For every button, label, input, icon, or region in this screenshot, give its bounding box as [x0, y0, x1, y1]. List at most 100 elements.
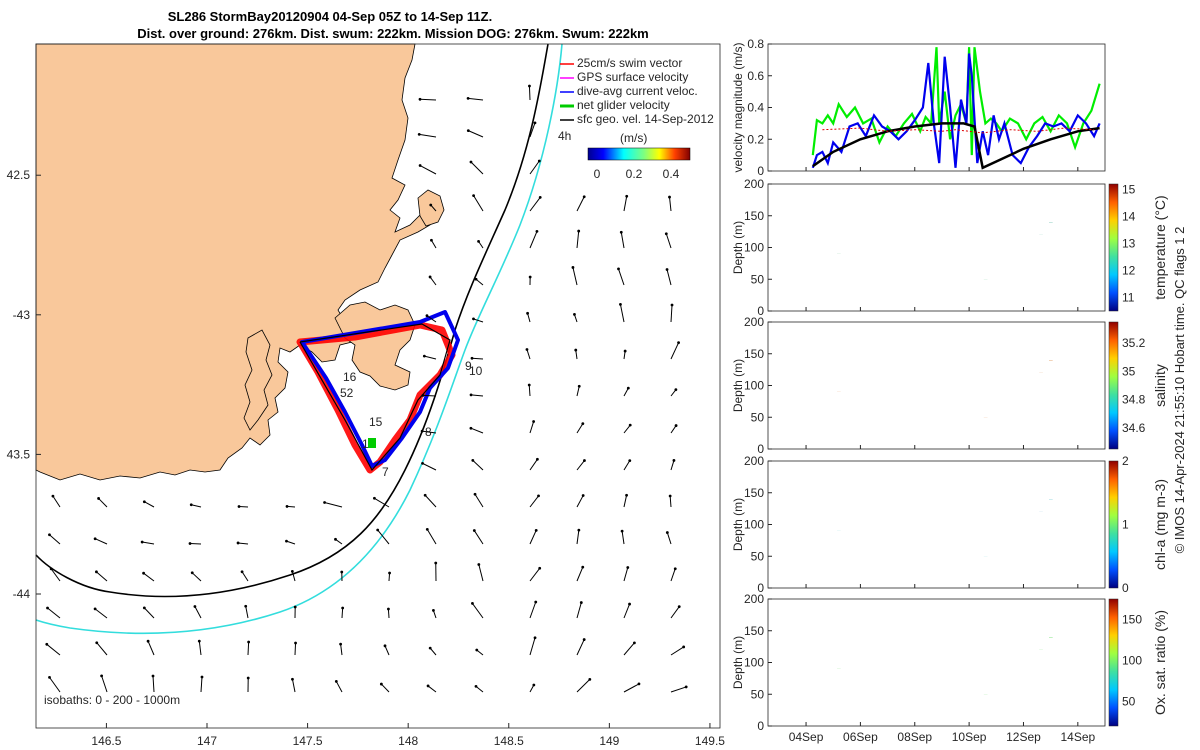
map-colorbar-title: (m/s) [620, 131, 647, 145]
velocity-vector [472, 603, 484, 619]
velocity-vector-head [142, 571, 145, 575]
tasman-peninsula [334, 301, 416, 391]
velocity-vector-head [51, 494, 55, 498]
velocity-vector-head [334, 680, 338, 683]
velocity-vector [670, 342, 680, 360]
map-x-tick-label: 147 [197, 734, 217, 748]
velocity-vector-head [626, 566, 630, 569]
velocity-vector [94, 608, 108, 619]
isobath-1000 [35, 43, 563, 635]
velocity-vector-head [664, 232, 668, 236]
velocity-vector-head [434, 561, 438, 565]
velocity-vector [191, 504, 202, 508]
map-y-tick-label: 42.5 [7, 168, 31, 182]
velocity-vector [430, 239, 437, 249]
velocity-vector-head [200, 675, 204, 679]
velocity-vector-head [49, 567, 53, 571]
velocity-vector [200, 676, 203, 693]
velocity-vector-head [379, 682, 383, 686]
colorbar-tick-label: 34.6 [1122, 421, 1146, 435]
velocity-vector [529, 567, 541, 582]
y-tick-label: 0 [757, 304, 764, 318]
velocity-vector-head [623, 349, 627, 353]
velocity-vector-head [574, 348, 578, 352]
velocity-vector-head [151, 674, 155, 678]
velocity-vector [527, 313, 531, 323]
velocity-vector-head [334, 537, 337, 541]
velocity-vector [623, 642, 635, 656]
colorbar-tick-label: 0 [1122, 581, 1129, 595]
track-label: 52 [340, 386, 354, 400]
velocity-vector [665, 233, 672, 249]
velocity-vector [468, 97, 484, 101]
velocity-vector-head [290, 569, 294, 573]
velocity-vector [247, 641, 250, 656]
section-temp-field [837, 222, 1053, 280]
velocity-vector [47, 607, 61, 619]
velocity-vector-head [472, 194, 475, 198]
velocity-vector-head [240, 570, 244, 574]
velocity-vector [475, 685, 484, 693]
velocity-vector [194, 606, 202, 619]
velocity-vector-head [577, 528, 581, 532]
velocity-vector-head [673, 567, 677, 571]
velocity-vector [623, 683, 640, 693]
track-label: 16 [343, 370, 357, 384]
x-tick-label: 04Sep [789, 730, 824, 744]
velocity-vector-head [534, 600, 538, 604]
colorbar-tick-label: 35.2 [1122, 336, 1146, 350]
velocity-vector [472, 460, 484, 471]
velocity-vector [142, 541, 155, 545]
velocity-vector-head [429, 203, 433, 207]
velocity-vector-head [537, 494, 540, 498]
map-frame [35, 43, 721, 729]
glider-track-black [299, 323, 451, 472]
velocity-vector [576, 678, 591, 693]
velocity-vector-head [469, 160, 473, 164]
maria-island [417, 189, 445, 227]
y-tick-label: 50 [751, 687, 765, 701]
velocity-vector-head [528, 275, 532, 279]
velocity-vector-head [628, 423, 632, 427]
velocity-vector-head [142, 606, 146, 610]
velocity-vector-head [430, 238, 433, 242]
velocity-vector [576, 423, 584, 434]
y-tick-label: 0.6 [747, 69, 764, 83]
velocity-vector-head [637, 682, 641, 686]
velocity-vector [474, 494, 484, 508]
x-tick-label: 08Sep [897, 730, 932, 744]
velocity-vector [670, 686, 687, 693]
velocity-vector-head [293, 605, 297, 609]
velocity-vector-head [471, 459, 475, 462]
velocity-vector [101, 675, 108, 693]
velocity-vector-head [285, 539, 288, 543]
y-tick-label: 100 [744, 518, 764, 532]
velocity-vector [529, 530, 537, 545]
velocity-vector [245, 606, 249, 619]
velocity-vector-head [189, 503, 193, 507]
velocity-vector-head [236, 541, 240, 545]
velocity-vector [526, 349, 531, 360]
velocity-vector-head [532, 683, 536, 687]
velocity-vector-head [469, 393, 473, 397]
velocity-vector-head [193, 605, 197, 608]
velocity-vector-head [677, 341, 680, 345]
velocity-vector [670, 460, 675, 471]
velocity-vector [144, 501, 155, 508]
velocity-vector [576, 602, 582, 619]
velocity-vector [623, 460, 631, 471]
isobaths-label: isobaths: 0 - 200 - 1000m [44, 693, 180, 707]
y-tick-label: 0 [757, 581, 764, 595]
x-tick-label: 12Sep [1006, 730, 1041, 744]
velocity-vector-head [672, 459, 676, 462]
velocity-vector [529, 231, 538, 249]
velocity-vector-head [581, 494, 585, 497]
velocity-vector-head [197, 639, 201, 643]
velocity-vector [429, 276, 437, 286]
bruny-island [243, 329, 273, 431]
section-sal-field [837, 360, 1053, 418]
velocity-vector-head [237, 505, 241, 508]
track-label: 9 [465, 359, 472, 373]
velocity-vector-head [146, 639, 150, 643]
track-label: 15 [369, 415, 383, 429]
